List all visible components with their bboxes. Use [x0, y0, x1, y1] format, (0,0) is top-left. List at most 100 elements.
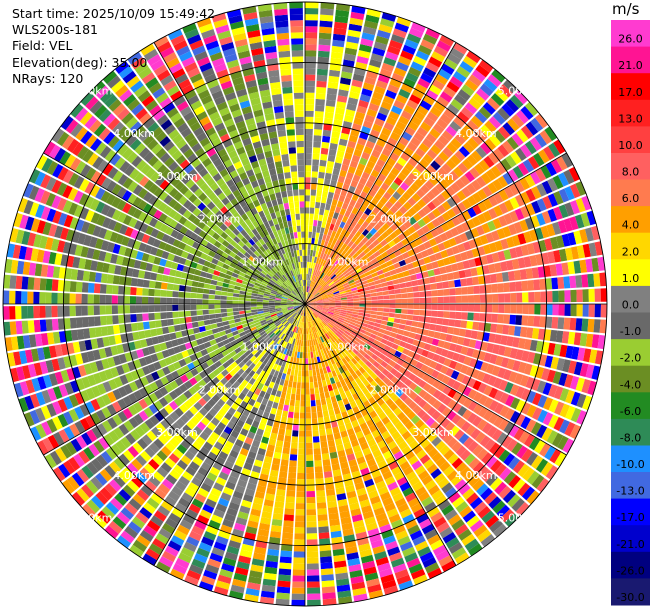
range-gate: [473, 501, 487, 514]
range-gate: [401, 430, 412, 441]
range-gate: [359, 177, 368, 186]
range-gate: [260, 467, 270, 476]
range-gate: [396, 254, 404, 262]
range-gate: [411, 193, 421, 203]
range-gate: [190, 298, 197, 304]
range-gate: [240, 283, 248, 289]
range-gate: [123, 383, 133, 395]
range-gate: [339, 290, 346, 295]
range-gate: [333, 554, 346, 563]
range-gate: [335, 361, 342, 369]
range-gate: [350, 439, 360, 448]
range-gate: [330, 328, 337, 334]
range-gate: [291, 350, 295, 358]
range-gate: [305, 116, 314, 123]
range-gate: [576, 289, 583, 302]
range-gate: [272, 327, 279, 333]
range-gate: [188, 445, 199, 456]
range-gate: [178, 358, 187, 368]
range-gate: [531, 474, 545, 489]
range-gate: [318, 362, 323, 369]
range-gate: [351, 289, 359, 294]
range-gate: [371, 353, 379, 361]
range-gate: [573, 332, 582, 346]
range-gate: [123, 295, 130, 304]
range-gate: [221, 466, 232, 476]
range-gate: [305, 104, 314, 111]
range-gate: [263, 311, 270, 315]
range-gate: [372, 361, 381, 369]
range-gate: [345, 328, 353, 334]
range-gate: [283, 328, 289, 335]
range-gate: [117, 398, 128, 410]
range-gate: [186, 238, 195, 247]
range-gate: [245, 271, 253, 277]
range-gate: [540, 304, 547, 315]
range-gate: [308, 315, 312, 322]
range-gate: [199, 446, 210, 456]
range-gate: [353, 306, 360, 310]
range-gate: [397, 329, 405, 335]
range-gate: [288, 295, 295, 300]
range-gate: [311, 333, 315, 340]
range-gate: [306, 286, 308, 293]
range-gate: [412, 481, 424, 492]
range-gate: [490, 93, 505, 107]
range-gate: [553, 386, 564, 400]
range-gate: [132, 208, 143, 219]
range-gate: [306, 334, 309, 341]
range-gate: [149, 381, 159, 392]
range-gate: [385, 260, 393, 267]
range-gate: [390, 34, 405, 44]
range-gate: [326, 434, 334, 441]
range-gate: [597, 256, 606, 271]
range-gate: [73, 175, 85, 189]
range-gate: [269, 469, 279, 477]
range-gate: [252, 316, 259, 321]
range-gate: [376, 311, 384, 316]
range-gate: [67, 187, 79, 201]
range-gate: [98, 348, 107, 359]
range-gate: [52, 416, 63, 431]
range-gate: [328, 307, 335, 311]
range-gate: [164, 457, 176, 469]
range-gate: [404, 126, 416, 136]
range-gate: [329, 272, 335, 279]
range-gate: [289, 317, 294, 323]
range-gate: [480, 361, 489, 372]
range-gate: [78, 257, 87, 269]
range-gate: [161, 233, 170, 243]
range-gate: [420, 184, 430, 194]
range-gate: [40, 174, 52, 189]
range-gate: [431, 410, 442, 421]
range-gate: [305, 358, 309, 365]
range-gate: [143, 407, 154, 418]
range-gate: [94, 272, 102, 283]
range-gate: [171, 507, 185, 519]
range-gate: [227, 357, 235, 365]
range-gate: [40, 206, 51, 220]
range-gate: [349, 502, 360, 511]
range-gate: [282, 447, 290, 455]
range-gate: [3, 321, 11, 336]
range-gate: [535, 113, 548, 129]
range-gate: [271, 388, 277, 396]
range-gate: [481, 469, 494, 483]
range-gate: [331, 287, 338, 292]
range-gate: [288, 350, 293, 357]
range-gate: [176, 263, 185, 272]
range-gate: [385, 398, 394, 407]
range-gate: [322, 459, 331, 467]
range-gate: [368, 254, 376, 261]
range-gate: [491, 283, 498, 293]
range-gate: [368, 321, 375, 326]
range-gate: [274, 320, 281, 326]
range-gate: [439, 461, 451, 472]
range-gate: [315, 472, 324, 479]
range-gate: [54, 253, 63, 266]
range-gate: [350, 129, 360, 137]
range-gate: [382, 450, 393, 460]
range-gate: [307, 286, 310, 293]
range-gate: [394, 22, 409, 33]
range-gate: [339, 208, 347, 216]
